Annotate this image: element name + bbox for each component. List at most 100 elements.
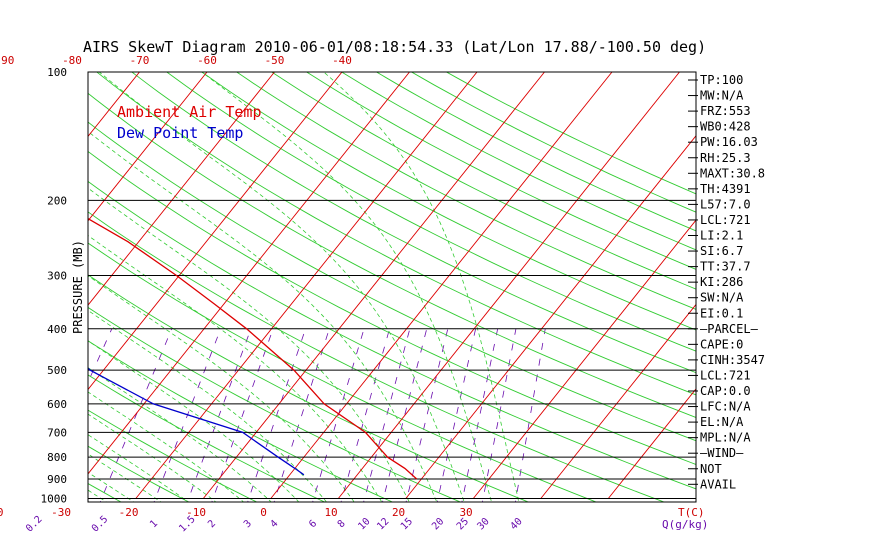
dry-adiabat-470 (410, 72, 696, 213)
moist-adiabat--6 (88, 413, 217, 502)
temp-bottom-tick-10: 10 (324, 506, 337, 519)
dry-adiabat-450 (340, 72, 696, 251)
temp-top-tick--80: -80 (62, 54, 82, 67)
temp-top-tick--40: -40 (332, 54, 352, 67)
temp-bottom-tick--40: -40 (0, 506, 4, 519)
index-entry: TT:37.7 (700, 260, 751, 274)
temp-top-tick--70: -70 (130, 54, 150, 67)
dry-adiabat-340 (88, 180, 696, 490)
legend-dew-point-temp: Dew Point Temp (117, 124, 243, 142)
index-entry: CAP:0.0 (700, 384, 751, 398)
isotherm-0 (270, 72, 613, 499)
index-entry: WB0:428 (700, 120, 751, 134)
index-entry: LCL:721 (700, 213, 751, 227)
index-entry: FRZ:553 (700, 104, 751, 118)
index-entry: CAPE:0 (700, 337, 743, 351)
dry-adiabat-420 (235, 72, 696, 310)
moist-adiabat-14 (88, 275, 355, 502)
isotherm--10 (202, 72, 545, 499)
pressure-tick-800: 800 (47, 451, 67, 464)
isotherm-10 (337, 72, 680, 499)
index-entry: EI:0.1 (700, 306, 743, 320)
dry-adiabat-310 (88, 274, 530, 502)
isotherm-30 (472, 219, 696, 499)
index-entry: SI:6.7 (700, 244, 743, 258)
temp-top-tick--90: -90 (0, 54, 14, 67)
mixing-ratio-line-0.5 (99, 328, 173, 502)
moist-adiabat-30 (98, 72, 465, 502)
dry-adiabat-430 (270, 72, 696, 290)
isotherm-50 (607, 388, 696, 499)
ambient-air-temp-line (88, 217, 418, 480)
temp-bottom-tick-0: 0 (260, 506, 267, 519)
temp-bottom-tick--20: -20 (119, 506, 139, 519)
isotherm--60 (88, 72, 208, 222)
temp-bottom-tick--30: -30 (51, 506, 71, 519)
isobars (88, 72, 696, 499)
moist-adiabat-2 (88, 367, 272, 502)
dry-adiabats (88, 72, 696, 502)
index-entry: EL:N/A (700, 415, 744, 429)
isotherm-20 (405, 135, 696, 499)
dry-adiabat-480 (445, 72, 696, 195)
temp-bottom-tick-20: 20 (392, 506, 405, 519)
pressure-tick-200: 200 (47, 194, 67, 207)
dry-adiabat-380 (96, 72, 696, 396)
pressure-tick-600: 600 (47, 398, 67, 411)
pressure-tick-500: 500 (47, 364, 67, 377)
dry-adiabat-270 (88, 409, 258, 502)
index-entry: —PARCEL— (700, 322, 759, 336)
plot-area (88, 72, 696, 502)
isotherms (88, 72, 696, 499)
index-entry: SW:N/A (700, 291, 744, 305)
dry-adiabat-410 (200, 72, 696, 331)
y-axis-label: PRESSURE (MB) (71, 240, 85, 334)
moist-adiabat-34 (201, 72, 492, 502)
chart-title: AIRS SkewT Diagram 2010-06-01/08:18:54.3… (83, 38, 706, 56)
temperature-ticks-top: -120-110-100-90-80-70-60-50-40 (0, 54, 352, 67)
dew-point-temp-line (88, 367, 305, 476)
dry-adiabat-320 (88, 242, 598, 502)
index-entry: RH:25.3 (700, 151, 751, 165)
index-entry: LFC:N/A (700, 400, 751, 414)
dry-adiabat-290 (88, 340, 394, 502)
temp-top-tick--50: -50 (265, 54, 285, 67)
index-entry: MAXT:30.8 (700, 166, 765, 180)
index-entry: L57:7.0 (700, 197, 751, 211)
dry-adiabat-330 (88, 211, 666, 502)
moist-adiabat-38 (323, 72, 520, 502)
isotherm--20 (135, 72, 478, 499)
index-entry: LI:2.1 (700, 229, 743, 243)
index-entry: MPL:N/A (700, 431, 751, 445)
dry-adiabat-460 (375, 72, 696, 232)
isotherm-40 (540, 303, 696, 499)
mixing-ratio-unit-label: Q(g/kg) (662, 518, 708, 531)
moist-adiabat--2 (88, 391, 245, 502)
pressure-tick-900: 900 (47, 473, 67, 486)
temp-bottom-tick-30: 30 (459, 506, 472, 519)
isotherm--50 (88, 72, 275, 306)
index-entry: KI:286 (700, 275, 743, 289)
dry-adiabat-440 (305, 72, 696, 270)
dry-adiabat-400 (166, 72, 696, 352)
index-entry: NOT (700, 462, 722, 476)
index-entry: —WIND— (700, 446, 744, 460)
index-entry: AVAIL (700, 477, 736, 491)
dry-adiabat-350 (88, 150, 696, 465)
temp-bottom-tick--10: -10 (186, 506, 206, 519)
pressure-ticks: 100 200 300 400 500 600 700 800 900 1000 (41, 66, 68, 506)
moist-adiabat-18 (88, 234, 383, 502)
plot-frame (87, 71, 697, 503)
moist-adiabat-10 (88, 309, 328, 502)
index-entry: TP:100 (700, 73, 743, 87)
index-entry: CINH:3547 (700, 353, 765, 367)
index-entry: LCL:721 (700, 368, 751, 382)
isotherm--30 (88, 72, 410, 475)
dry-adiabat-300 (88, 306, 462, 502)
index-entry: MW:N/A (700, 89, 744, 103)
pressure-tick-700: 700 (47, 426, 67, 439)
mixing-ratio-lines (88, 328, 546, 502)
